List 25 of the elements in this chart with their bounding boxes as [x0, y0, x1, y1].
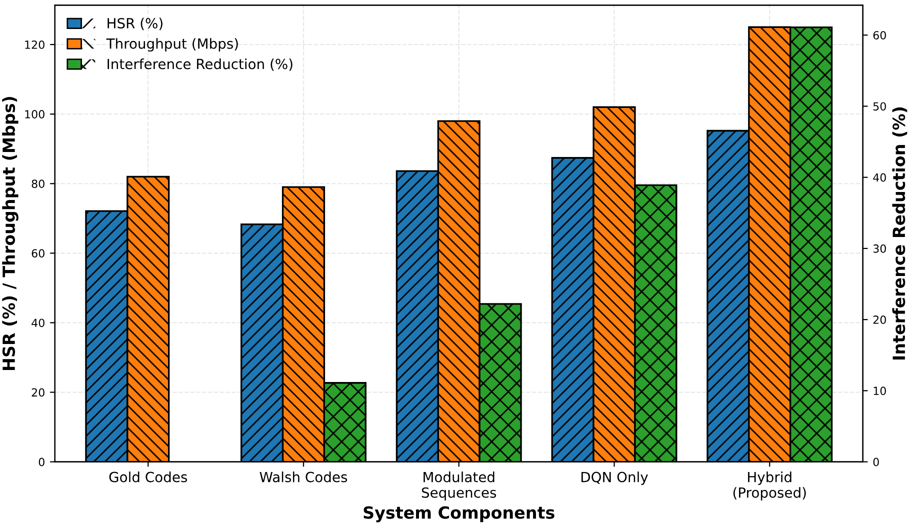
y2-tick-label: 50	[873, 102, 886, 111]
y-tick-label: 120	[25, 40, 44, 49]
y2-tick-label: 30	[873, 244, 886, 253]
y-tick-label: 0	[38, 458, 44, 466]
x-axis-title: System Components	[364, 506, 554, 522]
y-tick-label: 100	[25, 110, 44, 118]
y2-tick-label: 0	[873, 458, 879, 466]
y2-tick-label: 40	[873, 173, 886, 182]
x-tick-label: Modulated Sequences	[422, 472, 496, 501]
y2-tick-label: 60	[873, 31, 886, 40]
y-tick-label: 60	[32, 249, 44, 258]
y2-tick-label: 10	[874, 386, 886, 396]
y-tick-label: 20	[32, 388, 44, 397]
x-tick-label: DQN Only	[581, 472, 648, 485]
y2-axis-title: Interference Reduction (%)	[892, 107, 908, 360]
y-tick-label: 40	[32, 318, 44, 328]
y-axis-title: HSR (%) / Throughput (Mbps)	[2, 96, 18, 370]
legend-label: Interference Reduction (%)	[108, 58, 292, 71]
legend-label: HSR (%)	[108, 18, 162, 30]
x-tick-label: Hybrid (Proposed)	[733, 472, 806, 501]
legend-label: Throughput (Mbps)	[106, 38, 238, 52]
y2-tick-label: 20	[873, 316, 886, 324]
y-tick-label: 80	[32, 180, 44, 188]
x-tick-label: Walsh Codes	[260, 472, 348, 482]
x-tick-label: Gold Codes	[109, 472, 188, 482]
